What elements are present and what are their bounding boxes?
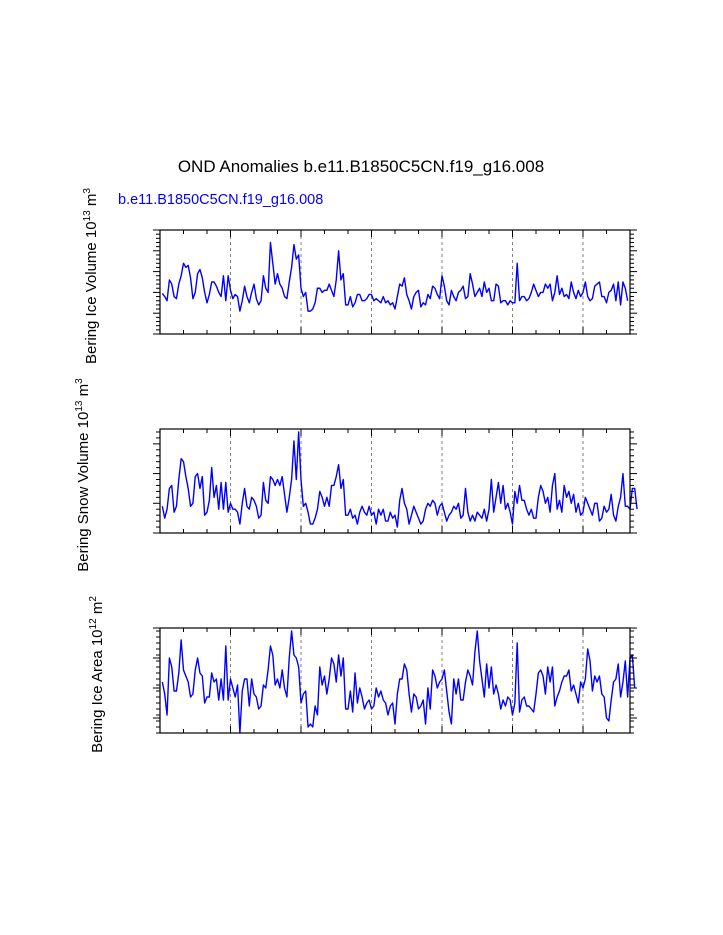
y-axis-label-part: 13	[82, 210, 93, 222]
legend-label: b.e11.B1850C5CN.f19_g16.008	[118, 192, 323, 208]
ice-area-panel: Bering Ice Area 1012 m2	[88, 596, 637, 753]
y-axis-label: Bering Ice Area 1012 m2	[88, 596, 106, 753]
y-axis-label-part: 13	[74, 400, 85, 412]
y-axis-label-part: Bering Snow Volume 10	[75, 412, 92, 572]
series-line	[161, 630, 636, 734]
y-axis-label-part: 3	[82, 188, 93, 194]
y-axis-label-part: Bering Ice Volume 10	[83, 221, 100, 364]
figure-title: OND Anomalies b.e11.B1850C5CN.f19_g16.00…	[178, 157, 544, 176]
y-axis-label-part: m	[89, 602, 106, 619]
y-axis-label-part: 2	[88, 596, 99, 602]
snow-volume-panel: Bering Snow Volume 1013 m3	[74, 378, 638, 572]
y-axis-label-part: m	[75, 384, 92, 401]
series-line	[161, 241, 629, 312]
y-axis-label: Bering Snow Volume 1013 m3	[74, 378, 92, 572]
y-axis-label-part: 3	[74, 378, 85, 384]
series-line	[161, 431, 638, 528]
y-axis-label-part: Bering Ice Area 10	[89, 629, 106, 752]
plot-frame	[159, 229, 631, 335]
ice-volume-panel: Bering Ice Volume 1013 m3	[82, 188, 637, 364]
y-axis-label-part: m	[83, 194, 100, 211]
y-axis-label: Bering Ice Volume 1013 m3	[82, 188, 100, 364]
y-axis-label-part: 12	[88, 618, 99, 630]
